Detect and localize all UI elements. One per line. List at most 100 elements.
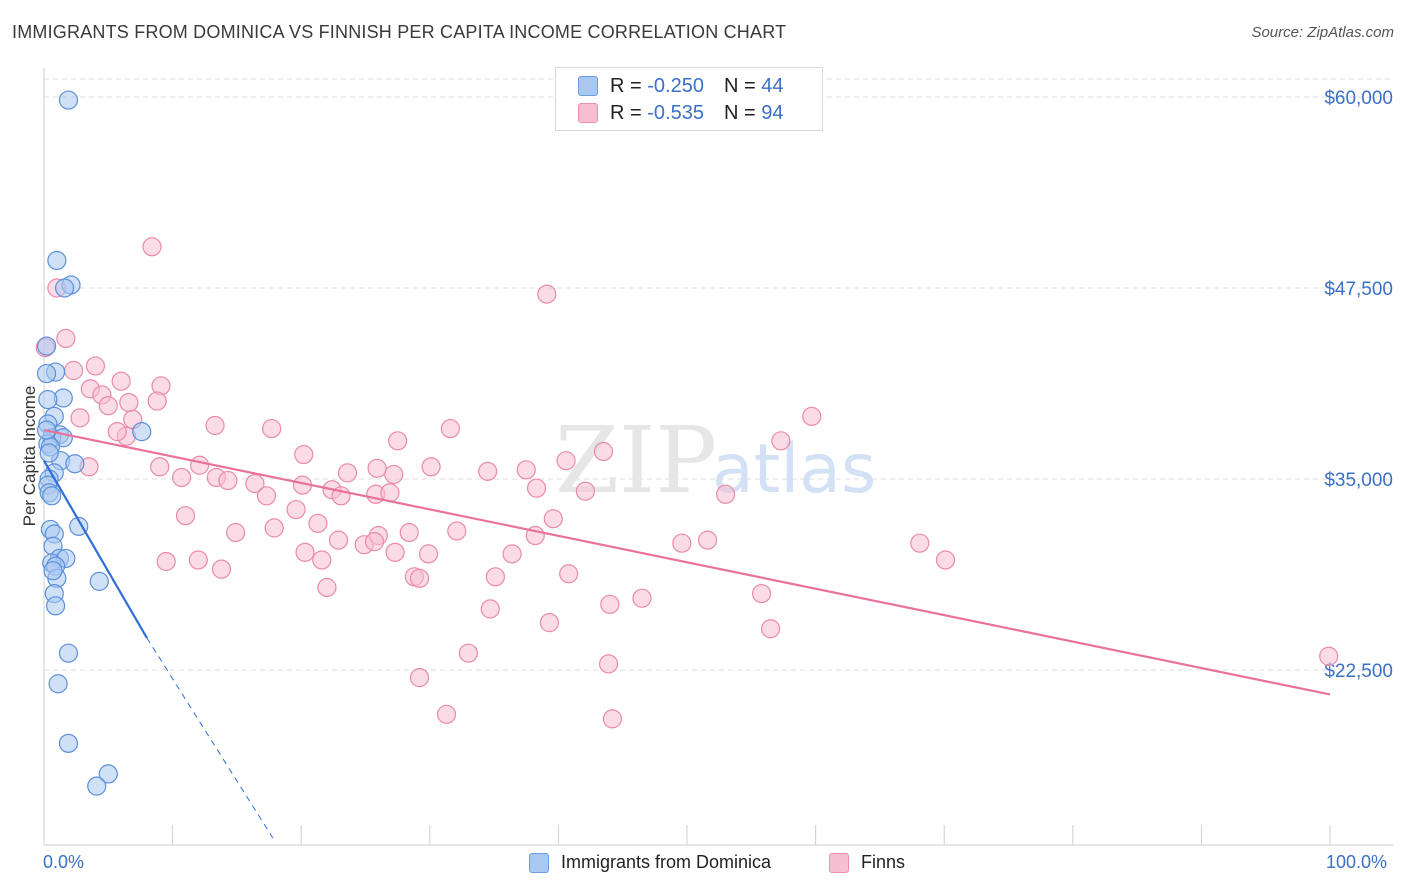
finns-point xyxy=(771,431,791,451)
finns-point xyxy=(111,371,131,391)
finns-point xyxy=(593,441,614,462)
finns-point xyxy=(172,467,192,488)
dominica-point xyxy=(65,454,85,474)
legend-swatch-finns xyxy=(829,852,849,873)
dominica-point xyxy=(87,776,107,796)
dominica-point xyxy=(45,596,66,616)
dominica-point xyxy=(69,516,89,536)
finns-point xyxy=(150,457,170,477)
dominica-point xyxy=(58,90,79,110)
dominica-trendline-extension xyxy=(146,637,274,839)
dominica-point xyxy=(36,363,57,384)
finns-point xyxy=(119,393,139,413)
finns-point xyxy=(190,455,210,475)
finns-point xyxy=(559,564,579,584)
finns-point xyxy=(409,568,430,588)
finns-point xyxy=(175,506,196,526)
legend-r-value: -0.535 xyxy=(647,101,704,124)
legend-bottom: Immigrants from Dominica Finns xyxy=(0,852,1406,878)
dominica-point xyxy=(36,336,57,356)
finns-point xyxy=(147,391,167,411)
dominica-point xyxy=(58,733,79,753)
finns-point xyxy=(543,509,563,529)
finns-point xyxy=(205,415,225,436)
legend-swatch-dominica xyxy=(578,76,598,96)
finns-point xyxy=(328,530,349,550)
finns-point xyxy=(598,654,619,674)
legend-top: R = -0.250 N = 44 R = -0.535 N = 94 xyxy=(555,67,823,131)
finns-point xyxy=(367,458,387,478)
finns-point xyxy=(295,542,315,562)
finns-point xyxy=(910,533,930,553)
legend-label-finns: Finns xyxy=(861,852,906,872)
finns-point xyxy=(478,461,498,481)
legend-label-dominica: Immigrants from Dominica xyxy=(561,852,772,872)
legend-n-value: 94 xyxy=(761,101,784,124)
finns-point xyxy=(480,599,500,619)
dominica-point xyxy=(43,561,63,581)
finns-point xyxy=(935,550,956,570)
finns-point xyxy=(537,284,557,304)
finns-point xyxy=(421,457,441,477)
finns-point xyxy=(317,577,337,598)
y-tick-label: $22,500 xyxy=(1324,661,1393,682)
x-max-label: 100.0% xyxy=(1326,852,1388,872)
finns-point xyxy=(218,470,238,491)
finns-point xyxy=(502,544,522,564)
finns-point xyxy=(575,481,596,501)
dominica-point xyxy=(39,443,59,463)
finns-point xyxy=(384,464,404,485)
finns-point xyxy=(188,550,208,570)
finns-point xyxy=(385,542,405,562)
legend-n-label: N = xyxy=(723,101,756,124)
finns-point xyxy=(485,567,505,587)
y-axis-label: Per Capita Income xyxy=(20,385,39,527)
finns-point xyxy=(63,360,84,381)
finns-point xyxy=(418,544,439,564)
legend-n-value: 44 xyxy=(761,74,784,97)
chart-title: IMMIGRANTS FROM DOMINICA VS FINNISH PER … xyxy=(12,22,787,42)
finns-point xyxy=(447,521,467,541)
legend-item-finns: Finns xyxy=(829,852,905,873)
finns-point xyxy=(142,237,162,257)
finns-point xyxy=(156,551,176,572)
finns-point xyxy=(388,431,408,451)
finns-point xyxy=(337,463,358,483)
finns-point xyxy=(672,533,692,553)
finns-point xyxy=(107,422,127,442)
source-label: Source: ZipAtlas.com xyxy=(1251,24,1394,41)
finns-point xyxy=(245,473,265,494)
finns-point xyxy=(602,709,623,729)
finns-point xyxy=(760,619,781,639)
dominica-point xyxy=(38,389,58,410)
finns-point xyxy=(56,328,76,349)
finns-point xyxy=(1319,646,1339,666)
finns-point xyxy=(715,484,736,504)
y-tick-labels: $22,500 $35,000 $47,500 $60,000 xyxy=(1324,88,1393,682)
finns-point xyxy=(539,613,559,633)
finns-point xyxy=(802,406,822,426)
legend-swatch-dominica xyxy=(529,852,549,873)
dominica-point xyxy=(98,764,118,784)
finns-point xyxy=(226,522,246,543)
finns-point xyxy=(312,550,332,570)
finns-point xyxy=(256,486,277,506)
finns-point xyxy=(409,668,430,688)
legend-r-label: R = xyxy=(610,101,642,124)
finns-point xyxy=(751,583,772,604)
finns-points xyxy=(35,237,1339,729)
dominica-point xyxy=(89,571,109,591)
finns-point xyxy=(436,704,457,724)
finns-point xyxy=(308,513,328,533)
finns-point xyxy=(211,559,232,579)
legend-r-value: -0.250 xyxy=(647,74,704,97)
finns-point xyxy=(262,418,282,439)
finns-point xyxy=(556,451,576,471)
finns-point xyxy=(399,522,419,543)
x-min-label: 0.0% xyxy=(43,852,85,872)
dominica-point xyxy=(132,422,152,442)
y-tick-label: $47,500 xyxy=(1324,279,1393,300)
y-tick-label: $35,000 xyxy=(1324,470,1393,491)
dominica-trendline xyxy=(43,460,148,639)
